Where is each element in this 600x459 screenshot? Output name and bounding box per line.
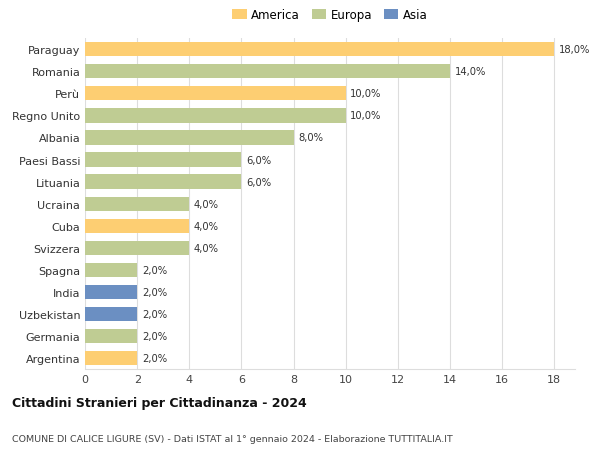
Bar — [85, 65, 450, 79]
Bar — [85, 285, 137, 300]
Text: 2,0%: 2,0% — [142, 265, 167, 275]
Text: 2,0%: 2,0% — [142, 353, 167, 364]
Text: 2,0%: 2,0% — [142, 309, 167, 319]
Bar — [85, 329, 137, 344]
Text: COMUNE DI CALICE LIGURE (SV) - Dati ISTAT al 1° gennaio 2024 - Elaborazione TUTT: COMUNE DI CALICE LIGURE (SV) - Dati ISTA… — [12, 434, 453, 442]
Text: 10,0%: 10,0% — [350, 111, 382, 121]
Legend: America, Europa, Asia: America, Europa, Asia — [227, 4, 433, 27]
Text: 4,0%: 4,0% — [194, 221, 219, 231]
Text: 6,0%: 6,0% — [246, 177, 271, 187]
Text: 18,0%: 18,0% — [559, 45, 590, 55]
Bar — [85, 109, 346, 123]
Bar — [85, 219, 190, 234]
Text: 2,0%: 2,0% — [142, 287, 167, 297]
Bar — [85, 87, 346, 101]
Bar — [85, 307, 137, 322]
Text: 14,0%: 14,0% — [454, 67, 486, 77]
Text: 2,0%: 2,0% — [142, 331, 167, 341]
Text: 4,0%: 4,0% — [194, 199, 219, 209]
Text: Cittadini Stranieri per Cittadinanza - 2024: Cittadini Stranieri per Cittadinanza - 2… — [12, 396, 307, 409]
Bar — [85, 263, 137, 278]
Bar — [85, 153, 241, 168]
Bar — [85, 131, 293, 146]
Bar — [85, 241, 190, 256]
Bar — [85, 197, 190, 212]
Text: 4,0%: 4,0% — [194, 243, 219, 253]
Bar — [85, 351, 137, 366]
Text: 10,0%: 10,0% — [350, 89, 382, 99]
Bar — [85, 43, 554, 57]
Bar — [85, 175, 241, 190]
Text: 6,0%: 6,0% — [246, 155, 271, 165]
Text: 8,0%: 8,0% — [298, 133, 323, 143]
